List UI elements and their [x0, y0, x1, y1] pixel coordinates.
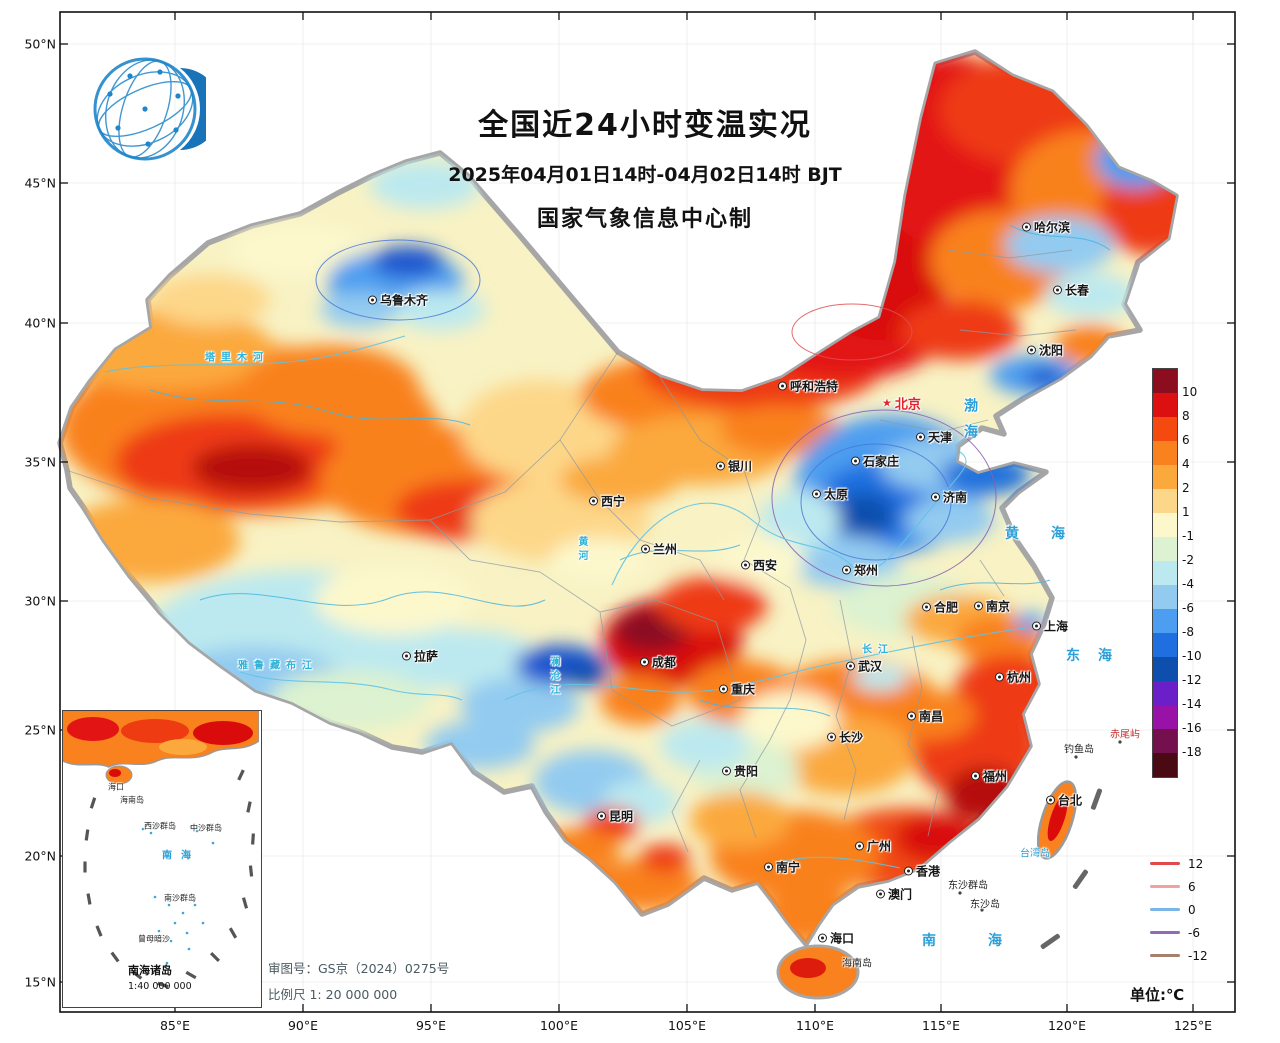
- lon-tick-label: 105°E: [667, 1018, 706, 1033]
- inset-boundary-dashes: [83, 769, 255, 989]
- map-review-number: 审图号：GS京（2024）0275号: [268, 961, 450, 976]
- title-block: 全国近24小时变温实况 2025年04月01日14时-04月02日14时 BJT…: [385, 100, 905, 233]
- lon-tick-label: 115°E: [921, 1018, 960, 1033]
- lat-tick-label: 15°N: [24, 974, 56, 990]
- lat-tick-label: 50°N: [24, 36, 56, 52]
- legend-colorbar: [1152, 368, 1178, 778]
- isoline-contours: [149, 224, 1111, 717]
- rivers: [104, 335, 1041, 869]
- contour-legend-row: -12: [1150, 948, 1208, 963]
- contour-line-sample: [1150, 862, 1180, 865]
- contour-legend-row: 12: [1150, 856, 1208, 871]
- page-subtitle: 2025年04月01日14时-04月02日14时 BJT: [448, 164, 842, 186]
- legend-value-label: 4: [1182, 457, 1190, 471]
- contour-line-sample: [1150, 954, 1180, 957]
- contour-legend-label: 12: [1188, 856, 1204, 871]
- legend-value-label: 1: [1182, 505, 1190, 519]
- legend-color-cell: [1153, 489, 1177, 513]
- lon-tick-label: 120°E: [1047, 1018, 1086, 1033]
- lon-tick-label: 110°E: [795, 1018, 834, 1033]
- contour-legend-label: 6: [1188, 879, 1196, 894]
- legend-color-cell: [1153, 705, 1177, 729]
- lon-tick-label: 85°E: [159, 1018, 191, 1033]
- legend-value-label: -8: [1182, 625, 1194, 639]
- contour-legend-label: -6: [1188, 925, 1200, 940]
- contour-line-sample: [1150, 885, 1180, 888]
- producer-line: 国家气象信息中心制: [536, 207, 753, 232]
- legend-color-cell: [1153, 369, 1177, 393]
- legend-value-label: -16: [1182, 721, 1202, 735]
- inset-caption: 南海诸岛: [128, 964, 172, 977]
- map-scale-text: 比例尺 1: 20 000 000: [268, 987, 398, 1002]
- inset-scale: 1:40 000 000: [128, 981, 192, 992]
- nmic-globe-logo-icon: [93, 57, 206, 161]
- legend-color-cell: [1153, 441, 1177, 465]
- temperature-field: [60, 55, 1176, 944]
- legend-value-label: 6: [1182, 433, 1190, 447]
- inset-map-art: [62, 710, 260, 989]
- legend-color-cell: [1153, 657, 1177, 681]
- islet-dots: [958, 740, 1122, 912]
- lon-tick-label: 90°E: [287, 1018, 319, 1033]
- legend-value-label: -4: [1182, 577, 1194, 591]
- legend-value-label: 10: [1182, 385, 1198, 399]
- lon-tick-label: 95°E: [415, 1018, 447, 1033]
- legend-value-label: 8: [1182, 409, 1190, 423]
- legend-color-cell: [1153, 537, 1177, 561]
- lat-tick-label: 40°N: [24, 315, 56, 331]
- legend-color-cell: [1153, 393, 1177, 417]
- lat-tick-label: 45°N: [24, 175, 56, 191]
- legend-color-cell: [1153, 729, 1177, 753]
- legend-value-label: -6: [1182, 601, 1194, 615]
- legend-value-label: -18: [1182, 745, 1202, 759]
- legend-value-label: -12: [1182, 673, 1202, 687]
- legend-color-cell: [1153, 681, 1177, 705]
- contour-line-sample: [1150, 931, 1180, 934]
- lat-tick-label: 35°N: [24, 454, 56, 470]
- legend-value-label: 2: [1182, 481, 1190, 495]
- legend-value-label: -14: [1182, 697, 1202, 711]
- contour-legend-row: 0: [1150, 902, 1208, 917]
- lat-tick-label: 25°N: [24, 722, 56, 738]
- boundary-dashes: [1040, 788, 1103, 949]
- province-boundaries: [65, 249, 1077, 853]
- contour-legend-row: -6: [1150, 925, 1208, 940]
- map-frame: [59, 11, 1236, 1013]
- lat-tick-label: 30°N: [24, 593, 56, 609]
- legend-value-label: -2: [1182, 553, 1194, 567]
- legend-labels: 10 8 6 4 2 1 -1 -2 -4 -6 -8 -10 -12 -14 …: [1182, 380, 1202, 764]
- legend-value-label: -10: [1182, 649, 1202, 663]
- unit-label: 单位:℃: [1130, 986, 1185, 1004]
- lon-tick-label: 100°E: [539, 1018, 578, 1033]
- legend-color-cell: [1153, 561, 1177, 585]
- page-title: 全国近24小时变温实况: [478, 108, 812, 143]
- taiwan-island: [1036, 780, 1078, 860]
- legend-color-cell: [1153, 513, 1177, 537]
- south-china-sea-inset: [62, 710, 262, 1008]
- hainan-island: [776, 944, 860, 1000]
- contour-legend-label: -12: [1188, 948, 1208, 963]
- legend-value-label: -1: [1182, 529, 1194, 543]
- lat-tick-label: 20°N: [24, 848, 56, 864]
- contour-legend-label: 0: [1188, 902, 1196, 917]
- legend-color-cell: [1153, 585, 1177, 609]
- contour-legend-row: 6: [1150, 879, 1208, 894]
- contour-line-sample: [1150, 908, 1180, 911]
- lon-tick-label: 125°E: [1173, 1018, 1212, 1033]
- legend-color-cell: [1153, 609, 1177, 633]
- legend-color-cell: [1153, 633, 1177, 657]
- legend-color-cell: [1153, 465, 1177, 489]
- legend-color-cell: [1153, 753, 1177, 777]
- legend-color-cell: [1153, 417, 1177, 441]
- contour-legend: 12 6 0 -6 -12: [1150, 856, 1208, 963]
